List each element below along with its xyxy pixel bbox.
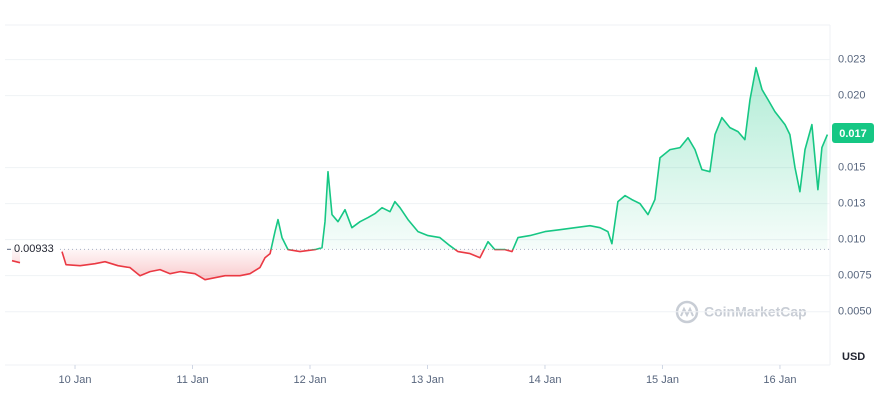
baseline-label: 0.00933	[14, 243, 54, 255]
y-tick-label: 0.020	[838, 89, 866, 101]
current-price-label: 0.017	[839, 128, 867, 140]
x-tick-label: 16 Jan	[763, 374, 796, 386]
x-tick-label: 12 Jan	[293, 374, 326, 386]
price-line	[11, 66, 829, 281]
y-tick-label: 0.015	[838, 162, 866, 174]
y-tick-label: 0.0050	[838, 306, 872, 318]
y-tick-label: 0.0075	[838, 270, 872, 282]
x-tick-label: 13 Jan	[411, 374, 444, 386]
x-tick-label: 11 Jan	[176, 374, 208, 386]
x-tick-label: 14 Jan	[528, 374, 561, 386]
current-price-tag	[832, 123, 874, 144]
y-tick-label: 0.023	[838, 53, 866, 65]
currency-label: USD	[842, 351, 865, 363]
watermark-logo-mark	[680, 306, 694, 318]
y-tick-label: 0.013	[838, 198, 866, 210]
x-tick-label: 10 Jan	[59, 374, 92, 386]
x-tick-label: 15 Jan	[646, 374, 679, 386]
price-area	[12, 67, 828, 280]
y-tick-label: 0.010	[838, 234, 866, 246]
